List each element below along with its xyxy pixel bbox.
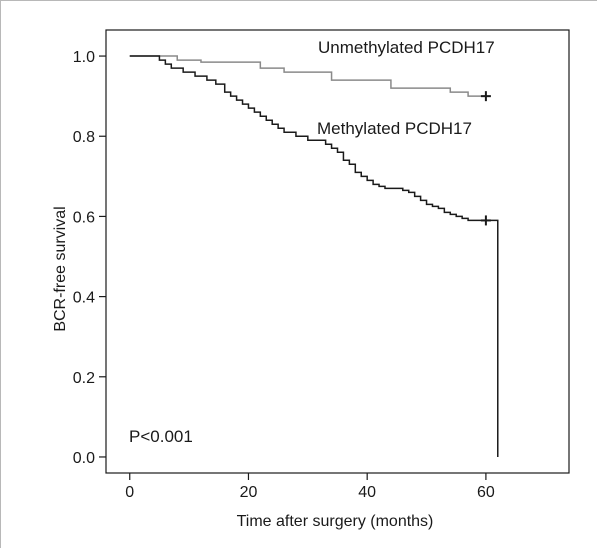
x-tick-label: 40 — [358, 484, 376, 501]
y-tick-label: 0.4 — [73, 290, 95, 307]
x-tick-label: 0 — [125, 484, 134, 501]
unmethylated-survival-curve — [129, 55, 486, 97]
y-tick-label: 1.0 — [73, 49, 95, 66]
survival-curves — [129, 55, 499, 457]
plot-area-frame — [105, 29, 570, 474]
x-tick-label: 60 — [477, 484, 495, 501]
series-label-methylated: Methylated PCDH17 — [317, 119, 472, 138]
p-value-annotation: P<0.001 — [129, 427, 193, 446]
series-label-unmethylated: Unmethylated PCDH17 — [318, 38, 495, 57]
y-tick-label: 0.8 — [73, 129, 95, 146]
x-axis-label: Time after surgery (months) — [237, 513, 434, 530]
methylated-survival-curve — [129, 55, 499, 457]
y-tick-label: 0.2 — [73, 370, 95, 387]
axes: 0 20 40 60 0.0 0.2 0.4 0.6 0.8 1.0 — [73, 29, 570, 501]
y-axis-label: BCR-free survival — [52, 206, 69, 331]
x-tick-label: 20 — [240, 484, 258, 501]
y-tick-label: 0.0 — [73, 450, 95, 467]
y-tick-label: 0.6 — [73, 209, 95, 226]
